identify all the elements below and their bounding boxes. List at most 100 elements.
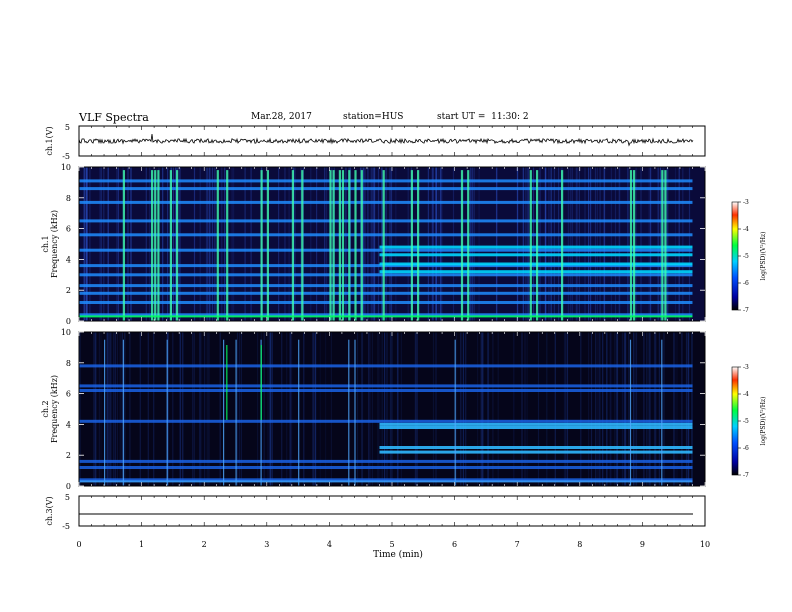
ch1-spectrogram-ytick-label: 2 [66, 286, 71, 295]
[object Object]-noise-column [624, 332, 626, 486]
[object Object]-noise-column [362, 167, 364, 321]
[object Object]-noise-column [312, 332, 314, 486]
[object Object]-noise-column [389, 332, 392, 486]
[object Object]-noise-column [563, 332, 565, 486]
ch1-band [79, 179, 693, 183]
[object Object]-noise-column [368, 332, 370, 486]
ch1-emission [266, 170, 269, 321]
ch2-band [79, 389, 693, 392]
[object Object]-noise-column [432, 167, 434, 321]
[object Object]-noise-column [116, 332, 118, 486]
ch1-band [79, 187, 693, 191]
ch1-band [79, 291, 693, 295]
[object Object]-noise-column [614, 332, 616, 486]
[object Object]-noise-column [124, 332, 126, 486]
x-axis-tick-labels: 0 1 2 3 4 5 6 7 8 9 10 [76, 540, 710, 549]
[object Object]-noise-column [673, 332, 675, 486]
[object Object]-noise-column [599, 167, 601, 321]
[object Object]-noise-column [432, 332, 435, 486]
x-tick-label: 5 [389, 540, 394, 549]
[object Object]-noise-column [325, 332, 327, 486]
figure-title: VLF Spectra [79, 111, 149, 124]
[object Object]-noise-column [369, 332, 371, 486]
[object Object]-noise-column [627, 167, 629, 321]
ch1-late-band [379, 270, 693, 274]
ch1-band [79, 264, 693, 268]
[object Object]-noise-column [470, 167, 472, 321]
[object Object]-noise-column [95, 332, 97, 486]
[object Object]-noise-column [624, 332, 626, 486]
[object Object]-noise-column [206, 167, 209, 321]
ch2-late-band [379, 422, 693, 426]
[object Object]-noise-column [521, 332, 523, 486]
ch2-band [79, 478, 693, 482]
[object Object]-noise-column [435, 167, 437, 321]
ch2-colorbar-tick-label: -3 [743, 364, 749, 371]
ch1-waveform-ytick-top: 5 [65, 123, 70, 132]
[object Object]-noise-column [567, 167, 569, 321]
[object Object]-noise-column [482, 332, 484, 486]
[object Object]-noise-column [635, 332, 638, 486]
[object Object]-noise-column [371, 332, 373, 486]
[object Object]-noise-column [209, 167, 211, 321]
[object Object]-noise-column [391, 332, 393, 486]
ch1-emission [561, 170, 564, 321]
ch2-colorbar-scale [731, 366, 739, 476]
[object Object]-noise-column [257, 332, 259, 486]
[object Object]-noise-column [361, 332, 363, 486]
ch1-spectrogram-ytick-label: 6 [66, 225, 71, 234]
ch2-late-band [379, 426, 693, 429]
ch1-emission [291, 170, 294, 321]
ch2-late-band [379, 446, 693, 449]
[object Object]-noise-column [472, 167, 474, 321]
ch1-emission [151, 170, 154, 321]
[object Object]-noise-column [83, 167, 85, 321]
x-tick-label: 8 [577, 540, 582, 549]
x-tick-label: 1 [139, 540, 144, 549]
[object Object]-noise-column [546, 332, 548, 486]
[object Object]-noise-column [211, 167, 214, 321]
[object Object]-noise-column [439, 167, 441, 321]
[object Object]-noise-column [687, 332, 689, 486]
[object Object]-noise-column [199, 167, 201, 321]
[object Object]-noise-column [653, 332, 656, 486]
[object Object]-noise-column [314, 332, 316, 486]
[object Object]-noise-column [167, 167, 169, 321]
[object Object]-noise-column [79, 332, 81, 486]
[object Object]-noise-column [682, 167, 684, 321]
ch2-spectrogram-ytick-label: 10 [61, 328, 71, 337]
ch1-late-band [379, 245, 693, 249]
[object Object]-noise-column [566, 332, 569, 486]
[object Object]-noise-column [269, 332, 271, 486]
[object Object]-noise-column [688, 332, 690, 486]
[object Object]-noise-column [545, 167, 547, 321]
[object Object]-noise-column [182, 332, 184, 486]
ch1-spectrogram-ytick-label: 4 [66, 255, 71, 264]
[object Object]-noise-column [659, 167, 662, 321]
[object Object]-noise-column [640, 167, 642, 321]
ch1-band [79, 273, 693, 277]
[object Object]-noise-column [606, 332, 608, 486]
[object Object]-noise-column [594, 167, 597, 321]
ch1-emission [664, 170, 667, 321]
ch2-spectrogram-ylabel-channel: ch.2 [41, 400, 50, 417]
[object Object]-noise-column [655, 332, 657, 486]
ch1-emission [633, 170, 636, 321]
[object Object]-noise-column [602, 332, 604, 486]
ch2-spectrogram-ytick-label: 2 [66, 451, 71, 460]
[object Object]-noise-column [416, 332, 418, 486]
[object Object]-noise-column [303, 332, 305, 486]
[object Object]-noise-column [129, 332, 131, 486]
[object Object]-noise-column [179, 167, 181, 321]
[object Object]-noise-column [85, 167, 88, 321]
[object Object]-noise-column [289, 332, 292, 486]
[object Object]-noise-column [238, 332, 241, 486]
[object Object]-noise-column [360, 167, 362, 321]
[object Object]-noise-column [674, 167, 677, 321]
ch1-emission [216, 170, 219, 321]
[object Object]-noise-column [79, 332, 81, 486]
[object Object]-noise-column [545, 167, 547, 321]
ch1-emission [341, 170, 345, 321]
[object Object]-noise-column [209, 167, 211, 321]
x-tick-label: 0 [76, 540, 81, 549]
